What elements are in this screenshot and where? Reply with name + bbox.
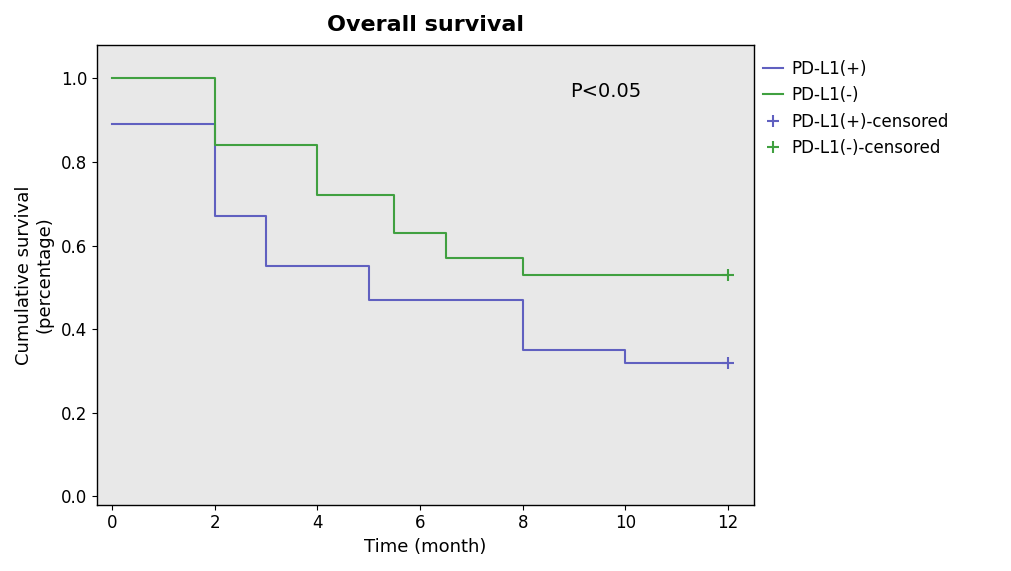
PD-L1(-) [106, 75, 118, 82]
PD-L1(+) [363, 263, 375, 270]
PD-L1(-) [620, 271, 632, 278]
PD-L1(-) [209, 142, 221, 148]
PD-L1(-) [388, 192, 400, 199]
PD-L1(-) [440, 230, 452, 236]
X-axis label: Time (month): Time (month) [364, 538, 486, 556]
Y-axis label: Cumulative survival
(percentage): Cumulative survival (percentage) [15, 185, 54, 364]
PD-L1(-) [517, 255, 529, 262]
PD-L1(-) [388, 230, 400, 236]
Title: Overall survival: Overall survival [327, 15, 524, 35]
PD-L1(-) [311, 192, 324, 199]
Text: P<0.05: P<0.05 [570, 82, 641, 100]
PD-L1(-) [440, 255, 452, 262]
PD-L1(-) [517, 271, 529, 278]
PD-L1(-) [722, 271, 734, 278]
PD-L1(-) [311, 142, 324, 148]
PD-L1(+) [722, 359, 734, 366]
PD-L1(+) [620, 359, 632, 366]
PD-L1(+) [106, 121, 118, 128]
Line: PD-L1(-): PD-L1(-) [112, 78, 728, 275]
PD-L1(-) [209, 75, 221, 82]
PD-L1(+) [517, 347, 529, 353]
PD-L1(+) [209, 121, 221, 128]
PD-L1(+) [620, 347, 632, 353]
PD-L1(+) [131, 121, 144, 128]
PD-L1(+)-censored [720, 358, 736, 367]
PD-L1(+) [260, 213, 272, 220]
PD-L1(+) [260, 263, 272, 270]
PD-L1(+) [363, 296, 375, 303]
PD-L1(+) [209, 213, 221, 220]
PD-L1(+) [131, 121, 144, 128]
PD-L1(+) [517, 296, 529, 303]
Line: PD-L1(+): PD-L1(+) [112, 124, 728, 363]
Legend: PD-L1(+), PD-L1(-), PD-L1(+)-censored, PD-L1(-)-censored: PD-L1(+), PD-L1(-), PD-L1(+)-censored, P… [756, 53, 955, 163]
PD-L1(-) [620, 271, 632, 278]
PD-L1(-)-censored [720, 270, 736, 279]
